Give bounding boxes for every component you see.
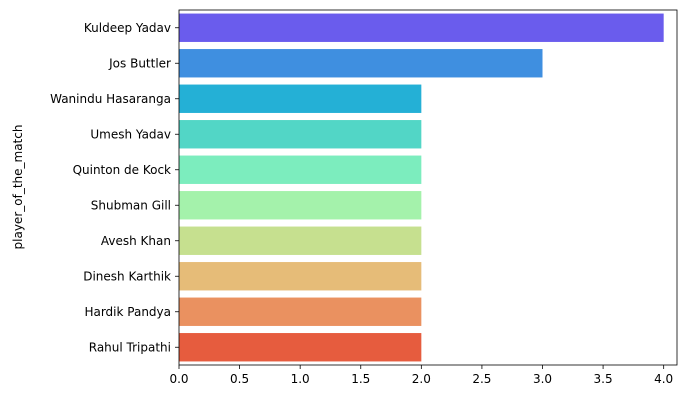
- plot-frame: [178, 9, 678, 366]
- y-tick-label: Hardik Pandya: [84, 305, 171, 319]
- y-tick-label: Quinton de Kock: [73, 163, 171, 177]
- y-tick-label: Avesh Khan: [101, 234, 171, 248]
- x-tick-label: 1.0: [291, 372, 310, 386]
- x-tick-label: 2.0: [412, 372, 431, 386]
- y-tick-label: Dinesh Karthik: [83, 269, 171, 283]
- bar: [179, 84, 422, 113]
- bar: [179, 333, 422, 362]
- bar: [179, 191, 422, 220]
- bar: [179, 155, 422, 184]
- bars-layer: [179, 13, 664, 362]
- y-tick-label: Jos Buttler: [108, 56, 171, 70]
- x-tick-label: 2.5: [472, 372, 491, 386]
- y-tick-label: Kuldeep Yadav: [84, 21, 171, 35]
- y-tick-label: Rahul Tripathi: [89, 340, 171, 354]
- bar: [179, 120, 422, 149]
- axes-layer: Kuldeep Yadav Jos Buttler Wanindu Hasarang…: [50, 9, 678, 386]
- x-tick-label: 3.5: [594, 372, 613, 386]
- x-tick-label: 3.0: [533, 372, 552, 386]
- x-tick-label: 0.0: [169, 372, 188, 386]
- y-tick-label: Umesh Yadav: [90, 127, 171, 141]
- y-tick-label: Wanindu Hasaranga: [50, 92, 171, 106]
- x-tick-label: 1.5: [351, 372, 370, 386]
- x-tick-label: 0.5: [230, 372, 249, 386]
- x-tick-label: 4.0: [654, 372, 673, 386]
- bar: [179, 262, 422, 291]
- bar: [179, 13, 664, 42]
- bar: [179, 49, 543, 78]
- y-tick-label: Shubman Gill: [91, 198, 171, 212]
- bar: [179, 297, 422, 326]
- bar: [179, 226, 422, 255]
- y-axis-title: player_of_the_match: [11, 125, 25, 250]
